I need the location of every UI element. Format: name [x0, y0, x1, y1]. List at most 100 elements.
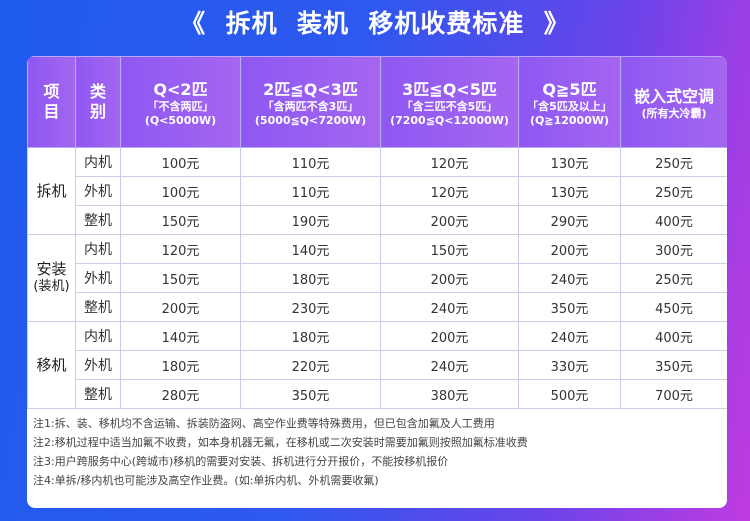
price: 250元	[620, 263, 727, 293]
column-header: 3匹≦Q<5匹 「含三匹不含5匹」 (7200≦Q<12000W)	[380, 56, 519, 148]
price: 250元	[620, 176, 727, 206]
price: 100元	[120, 176, 241, 206]
price: 350元	[620, 350, 727, 380]
category: 内机	[75, 147, 121, 177]
price: 450元	[620, 292, 727, 322]
price: 700元	[620, 379, 727, 409]
category: 外机	[75, 176, 121, 206]
price: 180元	[240, 321, 381, 351]
price: 120元	[380, 147, 519, 177]
price: 200元	[518, 234, 621, 264]
table-row: 安装 (装机) 内机 120元 140元 150元 200元 300元	[27, 234, 727, 322]
column-title: 类别	[89, 82, 106, 121]
column-note: 「不含两匹」	[147, 100, 214, 113]
column-title: 嵌入式空调	[633, 87, 714, 106]
table-row: 整机 200元 230元 240元 350元 450元	[28, 292, 727, 322]
column-header: 类别	[75, 56, 121, 148]
price: 240元	[380, 292, 519, 322]
price: 190元	[240, 205, 381, 235]
column-range: (5000≦Q<7200W)	[254, 114, 367, 127]
note: 注4:单拆/移内机也可能涉及高空作业费。(如:单拆内机、外机需要收氟)	[33, 474, 379, 487]
price: 200元	[380, 205, 519, 235]
group-label: 安装 (装机)	[27, 234, 76, 322]
notes: 注1:拆、装、移机均不含运输、拆装防盗网、高空作业费等特殊费用，但已包含加氟及人…	[27, 409, 727, 495]
category: 整机	[75, 205, 121, 235]
column-note: 「含三匹不含5匹」	[401, 100, 498, 113]
category: 整机	[75, 292, 121, 322]
price: 220元	[240, 350, 381, 380]
price: 300元	[620, 234, 727, 264]
price: 180元	[120, 350, 241, 380]
column-header: 2匹≦Q<3匹 「含两匹不含3匹」 (5000≦Q<7200W)	[240, 56, 381, 148]
group-label: 拆机	[27, 147, 76, 235]
column-title: 2匹≦Q<3匹	[263, 80, 358, 99]
price: 240元	[518, 321, 621, 351]
column-header: Q≧5匹 「含5匹及以上」 (Q≧12000W)	[518, 56, 621, 148]
group-name: 移机	[36, 356, 67, 374]
group-name: 安装	[36, 260, 67, 278]
price: 120元	[380, 176, 519, 206]
category: 内机	[75, 234, 121, 264]
price: 250元	[620, 147, 727, 177]
price: 290元	[518, 205, 621, 235]
price: 200元	[380, 263, 519, 293]
price: 400元	[620, 321, 727, 351]
note: 注3:用户跨服务中心(跨城市)移机的需要对安装、拆机进行分开报价，不能按移机报价	[33, 455, 449, 468]
price: 150元	[120, 263, 241, 293]
price-card: 项目 类别 Q<2匹 「不含两匹」 (Q<5000W) 2匹≦Q<3匹 「含两匹不含3匹」(…	[27, 56, 727, 508]
price: 150元	[120, 205, 241, 235]
price: 130元	[518, 176, 621, 206]
column-header: 项目	[27, 56, 76, 148]
column-note: 「含两匹不含3匹」	[262, 100, 359, 113]
price: 180元	[240, 263, 381, 293]
table-row: 移机 内机 140元 180元 200元 240元 400元	[27, 321, 727, 409]
category: 外机	[75, 350, 121, 380]
price: 110元	[240, 176, 381, 206]
price: 150元	[380, 234, 519, 264]
price: 200元	[120, 292, 241, 322]
price: 130元	[518, 147, 621, 177]
price: 100元	[120, 147, 241, 177]
table-row: 外机 180元 220元 240元 330元 350元	[28, 350, 727, 380]
price: 350元	[240, 379, 381, 409]
column-range: (Q<5000W)	[144, 114, 217, 127]
column-header: 嵌入式空调 (所有大冷霸)	[620, 56, 727, 148]
table-row: 外机 100元 110元 120元 130元 250元	[28, 176, 727, 206]
price: 380元	[380, 379, 519, 409]
price: 500元	[518, 379, 621, 409]
price: 240元	[380, 350, 519, 380]
price: 400元	[620, 205, 727, 235]
category: 外机	[75, 263, 121, 293]
table-body: 拆机 内机 100元 110元 120元 130元 250元 外机 100元 110元 120元 13…	[27, 147, 727, 409]
table-row: 拆机 内机 100元 110元 120元 130元 250元	[27, 147, 727, 235]
price: 110元	[240, 147, 381, 177]
note: 注2:移机过程中适当加氟不收费，如本身机器无氟，在移机或二次安装时需要加氟则按照…	[33, 436, 528, 449]
title: 《 拆机 装机 移机收费标准 》	[180, 9, 570, 38]
price: 240元	[518, 263, 621, 293]
column-header: Q<2匹 「不含两匹」 (Q<5000W)	[120, 56, 241, 148]
table-row: 整机 280元 350元 380元 500元 700元	[28, 379, 727, 409]
group-sublabel: (装机)	[33, 279, 70, 294]
column-title: Q≧5匹	[542, 80, 597, 99]
price: 120元	[120, 234, 241, 264]
price: 350元	[518, 292, 621, 322]
price-table: 项目 类别 Q<2匹 「不含两匹」 (Q<5000W) 2匹≦Q<3匹 「含两匹不含3匹」(…	[27, 56, 727, 409]
column-title: Q<2匹	[153, 80, 208, 99]
note: 注1:拆、装、移机均不含运输、拆装防盗网、高空作业费等特殊费用，但已包含加氟及人…	[33, 417, 495, 430]
column-range: (7200≦Q<12000W)	[390, 114, 509, 127]
group-name: 拆机	[36, 182, 67, 200]
group-label: 移机	[27, 321, 76, 409]
price: 140元	[120, 321, 241, 351]
column-range: (Q≧12000W)	[529, 114, 610, 127]
price: 330元	[518, 350, 621, 380]
column-note: (所有大冷霸)	[641, 107, 707, 120]
price: 280元	[120, 379, 241, 409]
table-row: 整机 150元 190元 200元 290元 400元	[28, 205, 727, 235]
price: 200元	[380, 321, 519, 351]
price: 230元	[240, 292, 381, 322]
table-row: 外机 150元 180元 200元 240元 250元	[28, 263, 727, 293]
column-title: 3匹≦Q<5匹	[402, 80, 497, 99]
category: 整机	[75, 379, 121, 409]
column-title: 项目	[43, 82, 60, 121]
